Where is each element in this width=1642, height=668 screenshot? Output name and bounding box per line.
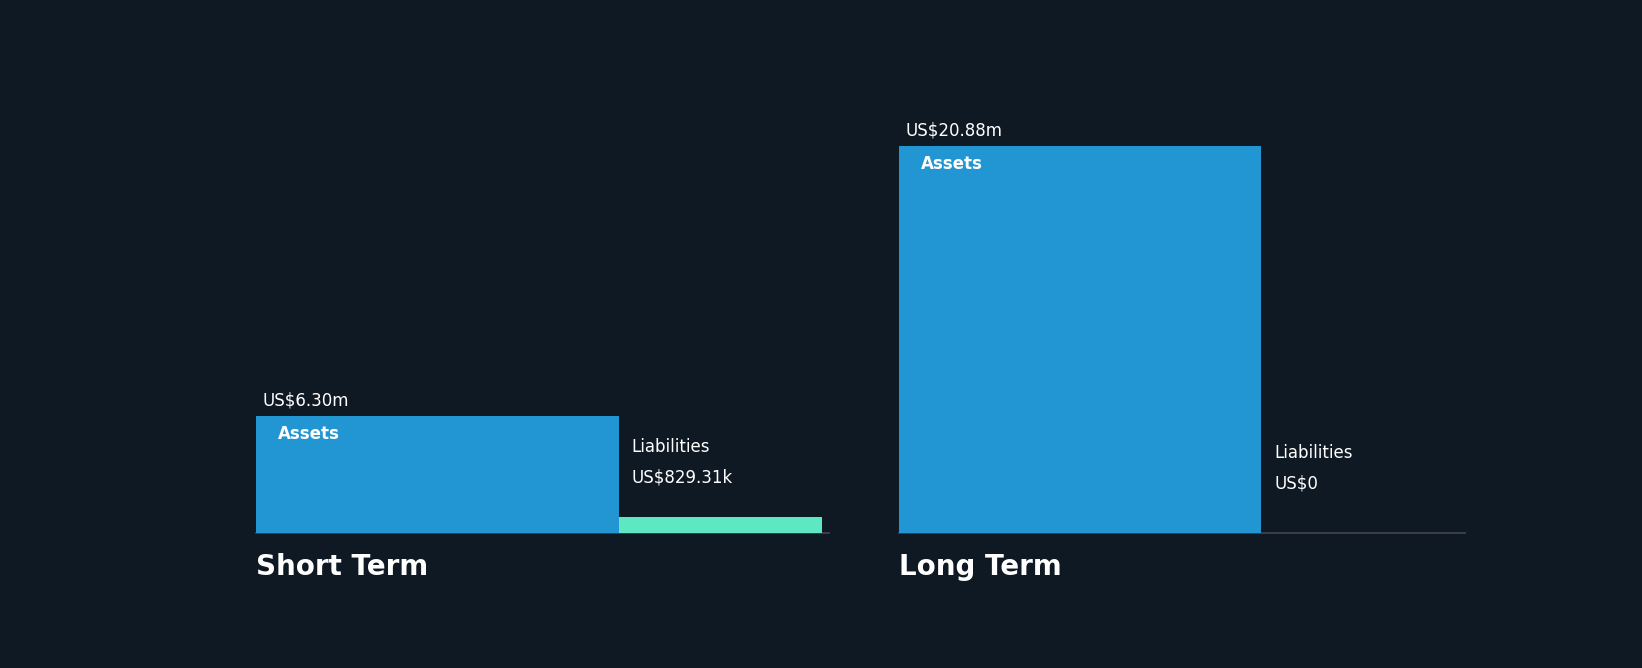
Text: Assets: Assets — [277, 426, 340, 443]
FancyBboxPatch shape — [898, 146, 1261, 532]
Text: Liabilities: Liabilities — [1274, 444, 1353, 462]
Text: Short Term: Short Term — [256, 553, 429, 581]
FancyBboxPatch shape — [256, 416, 619, 532]
Text: US$6.30m: US$6.30m — [263, 391, 350, 409]
FancyBboxPatch shape — [619, 517, 823, 532]
Text: US$0: US$0 — [1274, 475, 1319, 492]
Text: US$20.88m: US$20.88m — [905, 121, 1002, 139]
Text: US$829.31k: US$829.31k — [632, 468, 732, 486]
Text: Assets: Assets — [921, 155, 982, 173]
Text: Liabilities: Liabilities — [632, 438, 709, 456]
Text: Long Term: Long Term — [898, 553, 1061, 581]
